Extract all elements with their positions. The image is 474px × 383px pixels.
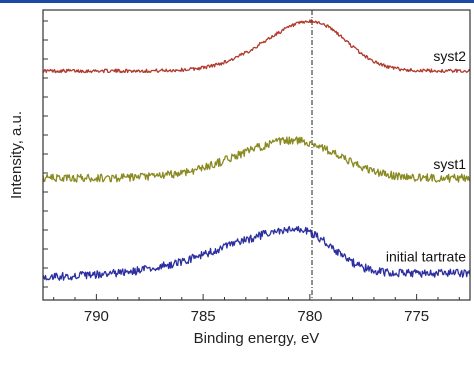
x-tick-label: 780 [297, 308, 322, 325]
x-axis-tick-labels: 790 785 780 775 [84, 308, 429, 325]
x-axis-ticks [53, 294, 460, 300]
series-label-syst2: syst2 [433, 48, 466, 64]
y-axis-title: Intensity, a.u. [8, 111, 25, 199]
plot-area-frame [42, 9, 471, 301]
x-axis-title: Binding energy, eV [194, 330, 320, 347]
series-line-syst2 [42, 19, 471, 74]
series-labels: syst2 syst1 initial tartrate [386, 48, 466, 265]
top-rule [0, 0, 474, 3]
series-label-initial-tartrate: initial tartrate [386, 248, 466, 264]
x-tick-label: 775 [404, 308, 429, 325]
y-axis-ticks [43, 20, 48, 288]
series-line-syst1 [42, 136, 471, 183]
x-tick-label: 790 [84, 308, 109, 325]
series-group [42, 19, 471, 281]
series-line-initial-tartrate [42, 225, 471, 281]
series-label-syst1: syst1 [433, 156, 466, 172]
x-tick-label: 785 [191, 308, 216, 325]
